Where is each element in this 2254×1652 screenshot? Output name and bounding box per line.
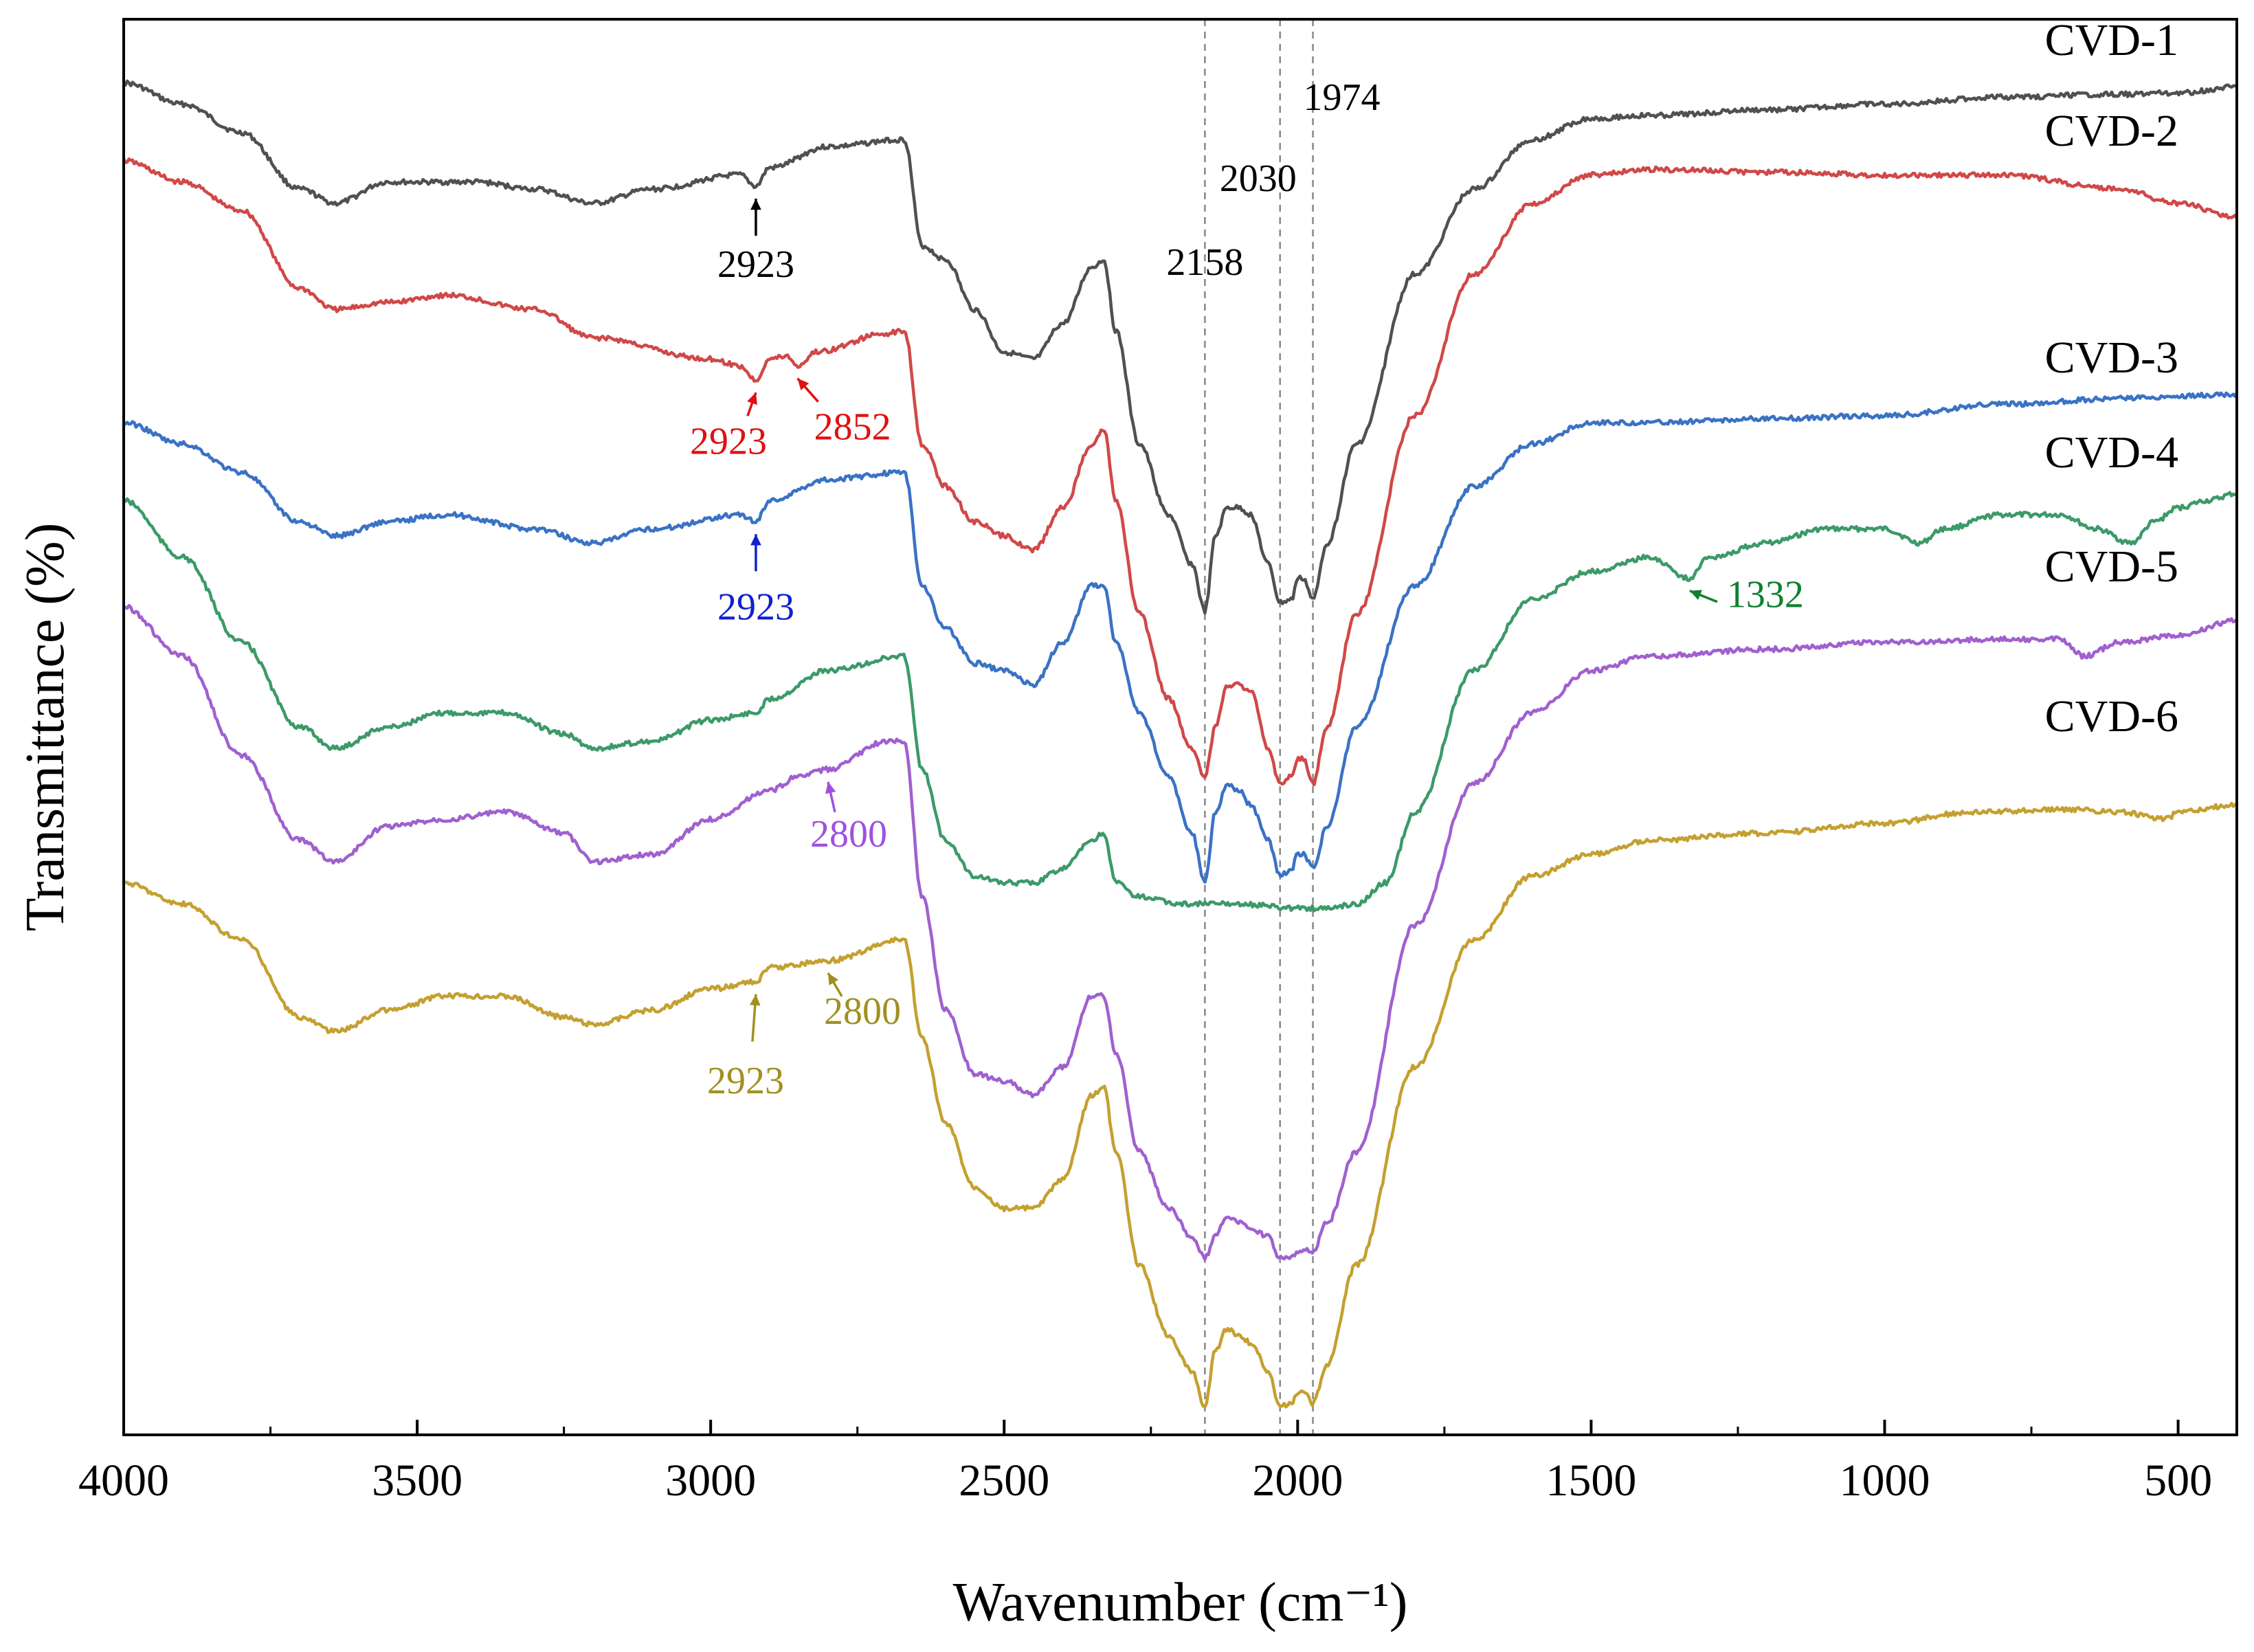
annotations: 2923 2923 2852 2923 1332 2800 2923 2800 [690,199,1804,1102]
x-tick-label: 1000 [1840,1455,1930,1506]
annotation-arrowhead [750,534,761,546]
legend-label-cvd-4: CVD-4 [2045,427,2178,478]
x-tick-label: 4000 [78,1455,169,1506]
annotation-label: 2923 [717,585,794,628]
legend-label-cvd-5: CVD-5 [2045,542,2178,592]
series-line-cvd-5 [122,603,2238,1262]
annotation-label: 2852 [814,406,891,449]
annotation-label: 2800 [810,813,887,856]
series-line-cvd-6 [122,801,2238,1409]
reference-line-label: 2030 [1220,157,1297,200]
annotation-arrowhead [797,378,810,391]
legend-label-cvd-1: CVD-1 [2045,15,2178,65]
y-axis-title: Transmittance (%) [15,523,76,932]
x-tick-label: 3000 [665,1455,756,1506]
annotation-arrowhead [750,199,761,210]
series-line-cvd-2 [122,157,2238,787]
annotation-arrowhead [1689,590,1702,600]
reference-line-label: 2158 [1166,241,1243,284]
x-axis: 4000 3500 3000 2500 2000 1500 1000 500 [78,1420,2212,1506]
x-tick-label: 500 [2144,1455,2212,1506]
series-line-cvd-4 [123,491,2238,913]
series-line-cvd-3 [122,391,2239,884]
series-lines [122,79,2239,1409]
legend-label-cvd-6: CVD-6 [2045,691,2178,741]
annotation-arrowhead [747,392,757,405]
x-axis-title: Wavenumber (cm⁻¹) [953,1572,1408,1633]
x-tick-label: 3500 [372,1455,462,1506]
annotation-arrowhead [825,781,836,794]
annotation-arrowhead [749,994,761,1006]
reference-line-label: 1974 [1304,76,1381,119]
legend: CVD-1 CVD-2 CVD-3 CVD-4 CVD-5 CVD-6 [2045,15,2178,741]
annotation-arrowhead [828,972,838,985]
legend-label-cvd-3: CVD-3 [2045,333,2178,383]
series-line-cvd-1 [123,79,2238,615]
annotation-label: 2800 [824,990,901,1033]
annotation-label: 2923 [707,1060,784,1102]
x-tick-label: 2000 [1252,1455,1343,1506]
annotation-label: 1332 [1727,574,1804,616]
x-tick-label: 1500 [1546,1455,1636,1506]
x-tick-label: 2500 [959,1455,1049,1506]
legend-label-cvd-2: CVD-2 [2045,106,2178,156]
annotation-label: 2923 [690,420,767,462]
annotation-label: 2923 [717,243,794,286]
plot-frame [122,18,2238,1436]
